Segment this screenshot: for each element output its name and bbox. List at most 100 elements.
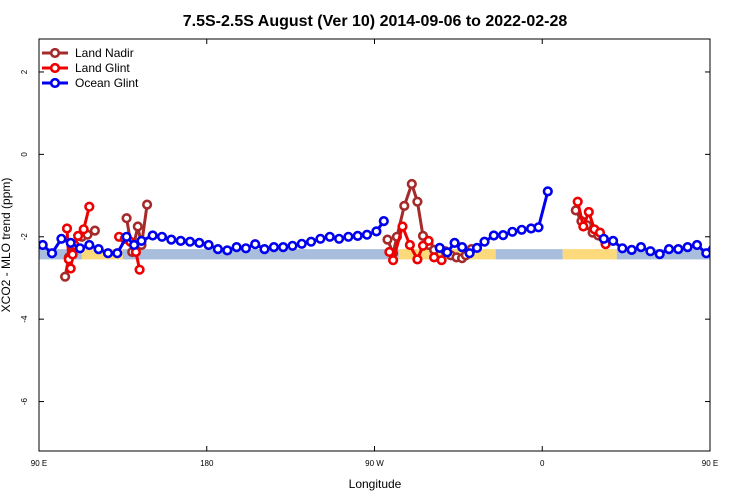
data-point-ocean-glint xyxy=(654,249,665,260)
y-axis: 2 0 -2 -4 -6 xyxy=(20,69,710,405)
chart-title: 7.5S-2.5S August (Ver 10) 2014-09-06 to … xyxy=(183,13,568,30)
data-point-ocean-glint xyxy=(222,245,233,256)
data-point-land-glint xyxy=(61,223,73,234)
data-point-ocean-glint xyxy=(129,239,140,251)
data-point-ocean-glint xyxy=(479,236,490,247)
data-point-ocean-glint xyxy=(268,242,280,253)
data-point-ocean-glint xyxy=(39,239,48,251)
data-point-land-glint xyxy=(78,224,89,235)
data-point-ocean-glint xyxy=(533,222,544,233)
data-point-land-glint xyxy=(436,255,447,266)
data-point-ocean-glint xyxy=(56,233,67,244)
legend-item-ocean-glint: Ocean Glint xyxy=(42,76,139,90)
data-point-land-glint xyxy=(397,221,408,232)
legend-swatch-marker xyxy=(49,62,61,74)
data-point-land-glint xyxy=(67,249,78,260)
band-segment-ocean xyxy=(616,249,710,260)
y-tick-label: 2 xyxy=(20,69,29,74)
band-segment-ocean xyxy=(39,249,82,260)
data-point-land-nadir xyxy=(399,200,410,211)
y-tick-label: 0 xyxy=(20,152,29,157)
band-segment-ocean xyxy=(122,249,399,260)
legend-label: Land Nadir xyxy=(75,46,134,60)
data-point-land-glint xyxy=(384,246,395,258)
data-point-land-nadir xyxy=(89,225,100,236)
data-point-ocean-glint xyxy=(166,234,177,245)
data-point-ocean-glint xyxy=(231,242,242,253)
data-point-ocean-glint xyxy=(673,244,684,255)
data-point-ocean-glint xyxy=(626,244,637,255)
data-point-ocean-glint xyxy=(296,238,307,249)
data-point-land-glint xyxy=(134,264,145,275)
legend-label: Ocean Glint xyxy=(75,76,139,90)
data-point-land-glint xyxy=(65,263,76,274)
x-tick-label: 90 E xyxy=(31,459,47,468)
data-point-ocean-glint xyxy=(691,239,703,251)
data-point-ocean-glint xyxy=(203,239,214,251)
x-tick-label: 180 xyxy=(200,459,214,468)
legend-item-land-nadir: Land Nadir xyxy=(42,46,134,60)
data-point-ocean-glint xyxy=(74,243,86,254)
data-point-ocean-glint xyxy=(184,236,196,247)
data-point-ocean-glint xyxy=(352,230,363,241)
band-segment-land xyxy=(562,249,617,260)
data-point-ocean-glint xyxy=(645,246,656,257)
data-point-ocean-glint xyxy=(542,186,553,197)
data-point-ocean-glint xyxy=(516,224,527,235)
data-point-ocean-glint xyxy=(607,235,619,246)
data-point-land-nadir xyxy=(59,271,71,282)
data-point-land-nadir xyxy=(406,178,417,190)
band-segment-ocean xyxy=(495,249,563,260)
legend-label: Land Glint xyxy=(75,61,130,75)
data-point-ocean-glint xyxy=(250,239,261,250)
data-point-ocean-glint xyxy=(488,230,499,241)
band-segment-land xyxy=(81,249,123,260)
data-point-ocean-glint xyxy=(635,242,647,253)
x-axis-label: Longitude xyxy=(349,477,402,491)
data-point-land-glint xyxy=(388,255,399,266)
data-point-ocean-glint xyxy=(240,243,251,254)
x-tick-label: 0 xyxy=(540,459,545,468)
data-point-ocean-glint xyxy=(729,245,737,253)
data-point-ocean-glint xyxy=(434,242,445,253)
data-point-land-nadir xyxy=(382,234,393,245)
data-point-land-nadir xyxy=(121,213,132,224)
x-tick-label: 90 W xyxy=(365,459,384,468)
data-point-ocean-glint xyxy=(721,239,729,247)
data-point-land-glint xyxy=(578,221,589,232)
data-point-ocean-glint xyxy=(112,248,123,259)
data-point-ocean-glint xyxy=(682,242,693,253)
y-tick-label: -2 xyxy=(20,233,29,241)
y-tick-label: -4 xyxy=(20,315,29,323)
data-point-ocean-glint xyxy=(46,248,58,259)
data-point-ocean-glint xyxy=(175,235,186,246)
data-point-ocean-glint xyxy=(102,248,114,259)
data-point-land-nadir xyxy=(142,199,153,210)
data-point-land-glint xyxy=(412,254,423,265)
data-point-land-glint xyxy=(72,230,84,241)
legend-swatch-marker xyxy=(49,47,61,59)
series-layer xyxy=(39,178,746,282)
data-point-ocean-glint xyxy=(287,240,298,251)
x-tick-label: 90 E xyxy=(702,459,718,468)
data-point-ocean-glint xyxy=(712,235,720,243)
legend-swatch-marker xyxy=(49,77,61,89)
data-point-ocean-glint xyxy=(194,237,205,248)
data-point-ocean-glint xyxy=(212,244,223,255)
data-point-land-nadir xyxy=(132,221,143,232)
data-point-ocean-glint xyxy=(121,231,132,242)
data-point-ocean-glint xyxy=(259,244,270,255)
data-point-land-glint xyxy=(404,239,416,251)
data-point-ocean-glint xyxy=(738,241,746,249)
data-point-ocean-glint xyxy=(449,237,460,248)
series-ocean-glint xyxy=(39,186,746,260)
data-point-land-glint xyxy=(84,201,95,212)
data-point-ocean-glint xyxy=(306,236,317,247)
data-point-ocean-glint xyxy=(147,230,158,241)
data-point-ocean-glint xyxy=(361,229,373,240)
data-point-ocean-glint xyxy=(498,230,509,241)
x-axis: 90 E 180 90 W 0 90 E xyxy=(31,39,718,468)
data-point-ocean-glint xyxy=(598,233,609,244)
